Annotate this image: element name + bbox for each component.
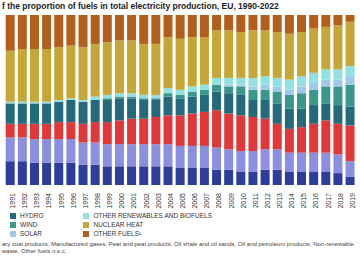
svg-text:2010: 2010 [240,193,247,209]
html-text:OTHER FUELS¹: OTHER FUELS¹ [93,230,142,237]
svg-text:1994: 1994 [45,193,52,209]
svg-text:1992: 1992 [21,193,28,209]
svg-text:1998: 1998 [94,193,101,209]
svg-text:2007: 2007 [203,193,210,209]
html-text:NUCLEAR HEAT: NUCLEAR HEAT [93,221,144,228]
svg-text:2014: 2014 [288,193,295,209]
html-text:HYDRO: HYDRO [20,212,44,219]
svg-text:1995: 1995 [58,193,65,209]
html-text:SOLAR: SOLAR [20,230,42,237]
html-text:ary coal products, Manufacture: ary coal products, Manufactured gases, P… [2,241,354,254]
html-text:WIND: WIND [20,221,38,228]
svg-text:2001: 2001 [130,193,137,209]
svg-text:2011: 2011 [252,193,259,208]
svg-text:1993: 1993 [33,193,40,209]
svg-text:2017: 2017 [325,193,332,209]
svg-text:2012: 2012 [264,193,271,209]
svg-text:1999: 1999 [106,193,113,209]
svg-text:2000: 2000 [118,193,125,209]
svg-text:1996: 1996 [70,193,77,209]
html-text:f the proportion of fuels in t: f the proportion of fuels in total elect… [2,1,279,11]
html-text:OTHER RENEWABLES AND BIOFUELS: OTHER RENEWABLES AND BIOFUELS [93,212,213,219]
svg-text:1991: 1991 [9,193,16,209]
svg-text:2018: 2018 [337,193,344,209]
svg-text:2019: 2019 [349,193,352,209]
svg-text:2016: 2016 [312,193,319,209]
svg-text:2006: 2006 [191,193,198,209]
svg-text:2002: 2002 [143,193,150,209]
svg-text:2015: 2015 [300,193,307,209]
svg-text:2009: 2009 [228,193,235,209]
svg-text:2013: 2013 [276,193,283,209]
svg-text:2005: 2005 [179,193,186,209]
svg-text:1997: 1997 [82,193,89,209]
svg-text:2008: 2008 [215,193,222,209]
svg-text:2004: 2004 [167,193,174,209]
svg-text:2003: 2003 [155,193,162,209]
